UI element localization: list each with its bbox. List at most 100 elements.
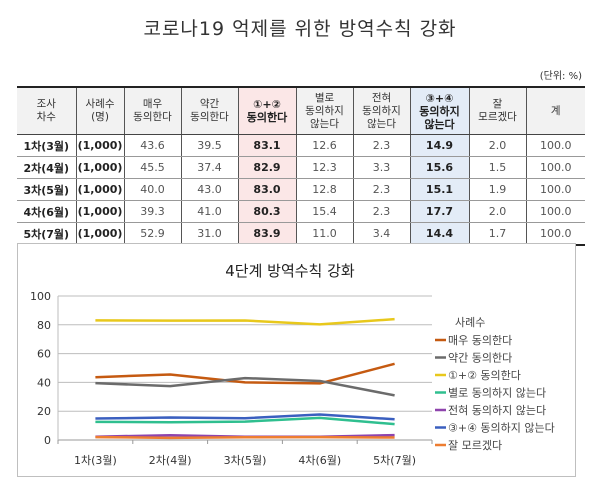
table-cell: 100.0	[525, 222, 585, 246]
column-header-line: 사례수	[85, 98, 115, 110]
legend-label: 별로 동의하지 않는다	[448, 386, 546, 400]
chart-container: 4단계 방역수칙 강화 0 20 40 60 80 100 1차(3월) 2차(4월) 3차(…	[17, 243, 576, 477]
x-tick-label: 1차(3월)	[74, 454, 117, 467]
column-header-line: 동의한다	[133, 111, 172, 123]
table-cell: 31.0	[180, 222, 239, 246]
x-tick-label: 4차(6월)	[298, 454, 341, 467]
series-line	[95, 376, 395, 397]
table-cell: 3.4	[352, 222, 411, 246]
column-header-line: 약간	[199, 98, 220, 110]
column-header: 계	[525, 86, 585, 135]
table-cell: 12.8	[295, 178, 354, 201]
table-cell: 39.3	[123, 200, 182, 223]
table-cell: 52.9	[123, 222, 182, 246]
table-row: 3차(5월) (1,000) 40.0 43.0 83.0 12.8 2.3 15.1 1.9 1…	[17, 178, 585, 201]
column-header: 사례수 (명)	[75, 86, 125, 135]
table-cell: 15.6	[409, 156, 470, 179]
y-tick-label: 100	[30, 290, 51, 303]
table-cell: 100.0	[525, 156, 585, 179]
column-header-line: 조사	[36, 98, 56, 110]
x-tick-label: 5차(7월)	[373, 454, 416, 467]
series-line	[95, 413, 395, 421]
column-header: ③+④ 동의하지 않는다	[409, 86, 470, 135]
table-row: 2차(4월) (1,000) 45.5 37.4 82.9 12.3 3.3 15.6 1.5 1…	[17, 156, 585, 179]
y-tick-label: 20	[37, 405, 51, 418]
column-header-line: 잘	[492, 98, 503, 110]
table-cell: 43.0	[180, 178, 239, 201]
table-cell: 14.4	[409, 222, 470, 246]
y-tick-label: 0	[44, 434, 51, 447]
row-label: 4차(6월)	[17, 200, 77, 223]
series-line	[95, 317, 395, 326]
column-header-line: 동의하지	[362, 104, 401, 117]
table-cell: 83.1	[237, 134, 297, 157]
table-header-row: 조사 차수 사례수 (명) 매우 동의한다 약간 동의한다 ①+② 동의한다 별로 동의하지 않는다 전혀…	[17, 86, 585, 135]
table-cell: 15.1	[409, 178, 470, 201]
table-cell: 3.3	[352, 156, 411, 179]
table-cell: 14.9	[409, 134, 470, 157]
table-cell: 43.6	[123, 134, 182, 157]
legend-title: 사례수	[455, 316, 485, 329]
table-cell: 40.0	[123, 178, 182, 201]
table-cell: 80.3	[237, 200, 297, 223]
column-header-line: (명)	[91, 111, 109, 123]
column-header-line: 동의한다	[246, 111, 288, 124]
table-cell: (1,000)	[75, 156, 125, 179]
column-header-line: 모르겠다	[478, 111, 517, 123]
series-line	[95, 435, 395, 440]
table-cell: (1,000)	[75, 200, 125, 223]
row-label: 2차(4월)	[17, 156, 77, 179]
table-cell: 1.9	[468, 178, 527, 201]
table-cell: 2.3	[352, 200, 411, 223]
legend-label: ①+② 동의한다	[448, 369, 521, 382]
chart-title: 4단계 방역수칙 강화	[225, 262, 355, 280]
table-body: 1차(3월) (1,000) 43.6 39.5 83.1 12.6 2.3 14.9 2.0 1…	[17, 134, 585, 246]
table-cell: 100.0	[525, 134, 585, 157]
column-header-line: 않는다	[424, 117, 455, 131]
table-cell: 12.6	[295, 134, 354, 157]
table-cell: (1,000)	[75, 134, 125, 157]
y-tick-label: 40	[37, 376, 51, 389]
column-header-line: 별로	[314, 91, 335, 104]
legend-label: 약간 동의한다	[448, 351, 512, 365]
column-header-line: 동의하지	[419, 104, 460, 118]
line-chart: 4단계 방역수칙 강화 0 20 40 60 80 100 1차(3월) 2차(4월) 3차(…	[30, 262, 555, 467]
x-tick-label: 2차(4월)	[149, 454, 192, 467]
table-cell: 45.5	[123, 156, 182, 179]
table-cell: 2.0	[468, 200, 527, 223]
row-label: 1차(3월)	[17, 134, 77, 157]
column-header-line: 않는다	[367, 117, 396, 130]
table-cell: 39.5	[180, 134, 239, 157]
column-header: 매우 동의한다	[123, 86, 182, 135]
table-cell: 83.9	[237, 222, 297, 246]
table-row: 4차(6월) (1,000) 39.3 41.0 80.3 15.4 2.3 17.7 2.0 1…	[17, 200, 585, 223]
table-cell: 2.0	[468, 134, 527, 157]
column-header-line: 않는다	[310, 117, 339, 130]
legend-label: ③+④ 동의하지 않는다	[448, 421, 555, 435]
column-header-line: 전혀	[371, 91, 392, 104]
column-header: 조사 차수	[17, 86, 77, 135]
row-label: 3차(5월)	[17, 178, 77, 201]
column-header-line: 동의하지	[305, 104, 344, 117]
legend-label: 잘 모르겠다	[448, 439, 502, 452]
table-cell: (1,000)	[75, 178, 125, 201]
column-header: 전혀 동의하지 않는다	[352, 86, 411, 135]
column-header: ①+② 동의한다	[237, 86, 297, 135]
table-cell: 17.7	[409, 200, 470, 223]
table-cell: 41.0	[180, 200, 239, 223]
page-title: 코로나19 억제를 위한 방역수칙 강화	[143, 18, 457, 40]
series-line	[95, 416, 395, 426]
table-cell: 100.0	[525, 200, 585, 223]
table-cell: 83.0	[237, 178, 297, 201]
table-row: 1차(3월) (1,000) 43.6 39.5 83.1 12.6 2.3 14.9 2.0 1…	[17, 134, 585, 157]
x-tick-label: 3차(5월)	[224, 454, 267, 467]
column-header-line: 차수	[36, 111, 56, 123]
column-header: 별로 동의하지 않는다	[295, 86, 354, 135]
column-header-line: 매우	[142, 98, 163, 110]
table-cell: 11.0	[295, 222, 354, 246]
survey-table: 조사 차수 사례수 (명) 매우 동의한다 약간 동의한다 ①+② 동의한다 별로 동의하지 않는다 전혀…	[17, 86, 585, 246]
table-cell: 100.0	[525, 178, 585, 201]
legend-label: 전혀 동의하지 않는다	[448, 403, 546, 417]
row-label: 5차(7월)	[17, 222, 77, 246]
